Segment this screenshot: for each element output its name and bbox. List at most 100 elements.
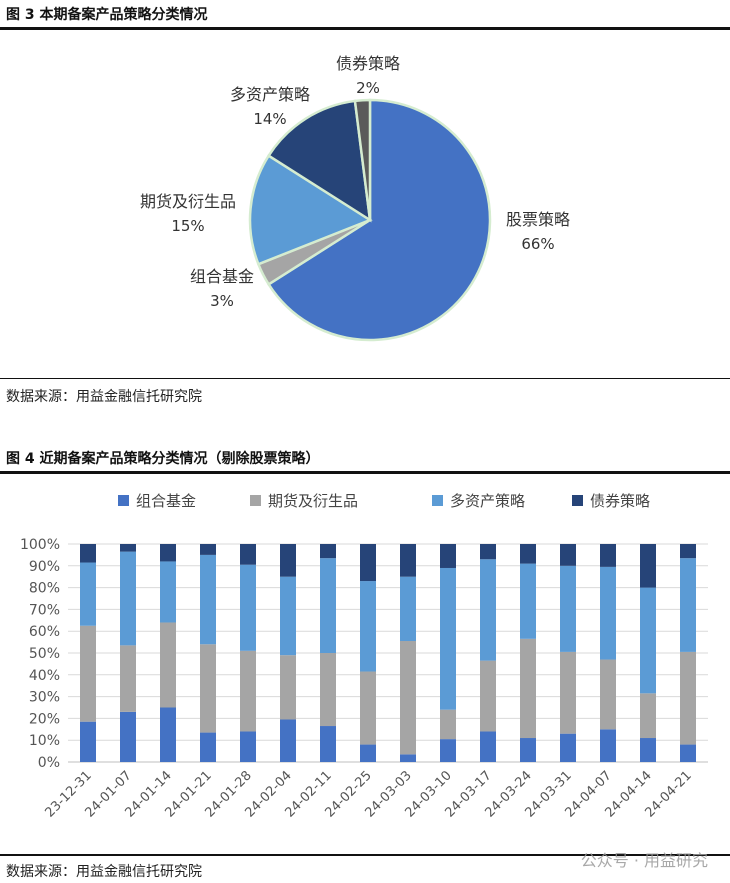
- bar-4-series-1: [240, 650, 256, 732]
- bar-13-series-1: [600, 659, 616, 730]
- figure4-title: 图 4 近期备案产品策略分类情况（剔除股票策略）: [6, 451, 320, 467]
- bar-8-series-1: [400, 641, 416, 755]
- y-tick-label-7: 70%: [29, 602, 60, 618]
- bar-2-series-3: [160, 544, 176, 562]
- bar-15-series-3: [680, 544, 696, 559]
- bar-12-series-3: [560, 544, 576, 566]
- bar-8-series-0: [400, 754, 416, 762]
- bar-1-series-0: [120, 711, 136, 762]
- bar-13-series-3: [600, 544, 616, 567]
- bar-9-series-1: [440, 709, 456, 740]
- bar-10-series-3: [480, 544, 496, 560]
- bar-5-series-0: [280, 719, 296, 762]
- bar-4-series-0: [240, 731, 256, 762]
- bar-0-series-2: [80, 562, 96, 626]
- pie-label-name-4: 债券策略: [336, 54, 400, 73]
- bar-12-series-1: [560, 651, 576, 734]
- pie-label-value-1: 3%: [210, 292, 234, 310]
- legend-swatch-0: [118, 495, 129, 506]
- watermark: 公众号 · 用益研究: [580, 851, 708, 870]
- bar-7-series-2: [360, 581, 376, 672]
- bar-11-series-3: [520, 544, 536, 564]
- bar-13-series-2: [600, 566, 616, 660]
- bar-3-series-1: [200, 644, 216, 733]
- bar-0-series-1: [80, 625, 96, 722]
- bar-1-series-3: [120, 544, 136, 552]
- bar-0-series-3: [80, 544, 96, 563]
- pie-slice-0: [266, 98, 492, 342]
- bar-8-series-3: [400, 544, 416, 577]
- figure3-bottom-rule: [0, 378, 730, 379]
- bar-0-series-0: [80, 721, 96, 762]
- bar-7-series-0: [360, 744, 376, 762]
- y-tick-label-9: 90%: [29, 559, 60, 575]
- figure4-stacked-bar-chart: 组合基金 期货及衍生品 多资产策略 债券策略 0% 10% 20% 30% 40% 50% 60% 7…: [20, 492, 708, 821]
- y-tick-label-3: 30%: [29, 690, 60, 706]
- bar-1-series-2: [120, 551, 136, 646]
- legend-swatch-3: [572, 495, 583, 506]
- legend-label-2: 多资产策略: [450, 492, 525, 510]
- bar-14-series-1: [640, 693, 656, 739]
- bar-8-series-2: [400, 576, 416, 642]
- bar-4-series-2: [240, 564, 256, 651]
- bar-7-series-1: [360, 671, 376, 745]
- bar-5-series-2: [280, 576, 296, 656]
- figure3-source: 数据来源：用益金融信托研究院: [6, 389, 202, 405]
- y-tick-label-6: 60%: [29, 624, 60, 640]
- pie-label-name-3: 多资产策略: [230, 85, 310, 104]
- bar-1-series-1: [120, 645, 136, 712]
- bar-2-series-0: [160, 707, 176, 762]
- bar-4-series-3: [240, 544, 256, 565]
- y-tick-label-8: 80%: [29, 581, 60, 597]
- bar-9-series-0: [440, 739, 456, 762]
- bar-3-series-0: [200, 732, 216, 762]
- bar-15-series-0: [680, 744, 696, 762]
- pie-label-name-0: 股票策略: [506, 210, 570, 229]
- legend-swatch-2: [432, 495, 443, 506]
- bar-6-series-2: [320, 558, 336, 653]
- y-tick-label-10: 100%: [20, 537, 60, 553]
- bar-10-series-1: [480, 660, 496, 732]
- bar-11-series-0: [520, 738, 536, 762]
- bar-6-series-1: [320, 653, 336, 727]
- y-tick-label-0: 0%: [38, 755, 60, 771]
- bar-5-series-1: [280, 655, 296, 720]
- figure3-top-rule: [0, 27, 730, 30]
- bar-2-series-1: [160, 622, 176, 708]
- bar-15-series-2: [680, 558, 696, 652]
- bar-14-series-0: [640, 738, 656, 762]
- pie-slice-3: [266, 99, 372, 223]
- bar-12-series-0: [560, 733, 576, 762]
- pie-label-name-2: 期货及衍生品: [140, 192, 236, 211]
- pie-label-value-0: 66%: [521, 235, 554, 253]
- pie-slice-2: [248, 153, 373, 266]
- pie-label-value-2: 15%: [171, 217, 204, 235]
- legend-label-3: 债券策略: [590, 492, 650, 510]
- y-tick-label-5: 50%: [29, 646, 60, 662]
- legend-label-1: 期货及衍生品: [268, 492, 358, 510]
- figure4-bottom-rule: [0, 854, 730, 856]
- bar-7-series-3: [360, 544, 376, 582]
- legend-swatch-1: [250, 495, 261, 506]
- pie-slice-4: [353, 98, 372, 221]
- bar-15-series-1: [680, 651, 696, 745]
- bar-2-series-2: [160, 561, 176, 623]
- bar-11-series-2: [520, 563, 536, 639]
- bar-13-series-0: [600, 729, 616, 762]
- bar-5-series-3: [280, 544, 296, 577]
- figure4-top-rule: [0, 471, 730, 474]
- bar-10-series-0: [480, 731, 496, 762]
- figure4-source: 数据来源：用益金融信托研究院: [6, 864, 202, 880]
- bar-9-series-2: [440, 567, 456, 710]
- pie-label-name-1: 组合基金: [190, 267, 254, 286]
- bar-10-series-2: [480, 559, 496, 661]
- y-tick-label-1: 10%: [29, 733, 60, 749]
- bar-14-series-3: [640, 544, 656, 588]
- bar-11-series-1: [520, 638, 536, 739]
- bar-6-series-0: [320, 726, 336, 762]
- bar-12-series-2: [560, 565, 576, 652]
- y-tick-label-4: 40%: [29, 668, 60, 684]
- legend-label-0: 组合基金: [136, 492, 196, 510]
- figure3-pie-chart: 股票策略 66% 组合基金 3% 期货及衍生品 15% 多资产策略 14% 债券策略 2%: [140, 54, 570, 342]
- y-tick-label-2: 20%: [29, 711, 60, 727]
